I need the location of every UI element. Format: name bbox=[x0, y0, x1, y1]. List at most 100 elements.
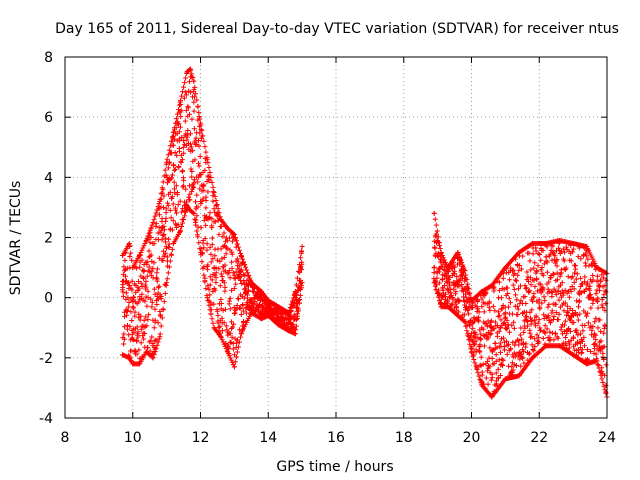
data-point bbox=[219, 315, 225, 321]
data-point bbox=[151, 260, 157, 266]
data-point bbox=[491, 326, 497, 332]
data-point bbox=[221, 280, 227, 286]
data-point bbox=[477, 349, 483, 355]
data-point bbox=[215, 312, 221, 318]
data-point bbox=[122, 324, 128, 330]
data-point bbox=[189, 71, 195, 77]
data-point bbox=[546, 337, 552, 343]
data-point bbox=[196, 143, 202, 149]
data-point bbox=[199, 135, 205, 141]
data-point bbox=[501, 335, 507, 341]
data-point bbox=[553, 301, 559, 307]
data-point bbox=[530, 346, 536, 352]
data-point bbox=[210, 320, 216, 326]
data-point bbox=[245, 270, 251, 276]
data-point bbox=[203, 205, 209, 211]
data-point bbox=[519, 354, 525, 360]
data-point bbox=[193, 135, 199, 141]
data-point bbox=[572, 270, 578, 276]
data-point bbox=[153, 221, 159, 227]
data-point bbox=[179, 224, 185, 230]
data-point bbox=[485, 381, 491, 387]
data-point bbox=[494, 344, 500, 350]
data-point bbox=[448, 290, 454, 296]
data-point bbox=[479, 296, 485, 302]
data-point bbox=[466, 311, 472, 317]
data-point bbox=[191, 99, 197, 105]
data-point bbox=[599, 272, 605, 278]
data-point bbox=[486, 364, 492, 370]
data-point bbox=[601, 344, 607, 350]
data-point bbox=[504, 317, 510, 323]
data-point bbox=[187, 79, 193, 85]
data-point bbox=[489, 348, 495, 354]
data-point bbox=[150, 219, 156, 225]
data-point bbox=[554, 277, 560, 283]
data-point bbox=[460, 294, 466, 300]
data-point bbox=[434, 228, 440, 234]
data-point bbox=[525, 323, 531, 329]
data-point bbox=[570, 246, 576, 252]
data-point bbox=[194, 228, 200, 234]
data-point bbox=[178, 107, 184, 113]
data-point bbox=[206, 286, 212, 292]
data-point bbox=[510, 367, 516, 373]
data-point bbox=[576, 298, 582, 304]
y-tick-label: 0 bbox=[44, 291, 53, 307]
data-point bbox=[230, 346, 236, 352]
data-point bbox=[154, 278, 160, 284]
data-point bbox=[242, 289, 248, 295]
data-point bbox=[231, 364, 237, 370]
data-point bbox=[157, 308, 163, 314]
data-point bbox=[558, 249, 564, 255]
data-point bbox=[574, 312, 580, 318]
data-point bbox=[219, 328, 225, 334]
data-point bbox=[148, 235, 154, 241]
data-point bbox=[571, 320, 577, 326]
data-point bbox=[185, 128, 191, 134]
data-point bbox=[176, 164, 182, 170]
data-point bbox=[255, 305, 261, 311]
data-point bbox=[136, 299, 142, 305]
data-point bbox=[508, 346, 514, 352]
data-point bbox=[557, 290, 563, 296]
data-point bbox=[214, 257, 220, 263]
data-point bbox=[549, 308, 555, 314]
data-point bbox=[154, 302, 160, 308]
data-point bbox=[134, 351, 140, 357]
data-point bbox=[177, 198, 183, 204]
data-point bbox=[205, 266, 211, 272]
data-point bbox=[495, 366, 501, 372]
data-point bbox=[148, 296, 154, 302]
data-point bbox=[127, 324, 133, 330]
data-point bbox=[504, 285, 510, 291]
data-point bbox=[595, 305, 601, 311]
data-point bbox=[523, 341, 529, 347]
data-point bbox=[496, 279, 502, 285]
data-point bbox=[165, 165, 171, 171]
data-point bbox=[231, 321, 237, 327]
data-point bbox=[544, 269, 550, 275]
data-point bbox=[507, 329, 513, 335]
data-point bbox=[123, 290, 129, 296]
data-point bbox=[529, 342, 535, 348]
data-point bbox=[540, 336, 546, 342]
data-point bbox=[198, 122, 204, 128]
data-point bbox=[466, 337, 472, 343]
data-point bbox=[151, 286, 157, 292]
data-point bbox=[524, 285, 530, 291]
data-point bbox=[299, 259, 305, 265]
data-point bbox=[201, 183, 207, 189]
data-point bbox=[434, 275, 440, 281]
data-point bbox=[479, 372, 485, 378]
data-point bbox=[563, 244, 569, 250]
data-points bbox=[119, 66, 610, 400]
data-point bbox=[181, 177, 187, 183]
data-point bbox=[511, 350, 517, 356]
data-point bbox=[213, 265, 219, 271]
data-point bbox=[122, 257, 128, 263]
data-point bbox=[173, 116, 179, 122]
data-point bbox=[234, 256, 240, 262]
data-point bbox=[173, 210, 179, 216]
data-point bbox=[184, 132, 190, 138]
